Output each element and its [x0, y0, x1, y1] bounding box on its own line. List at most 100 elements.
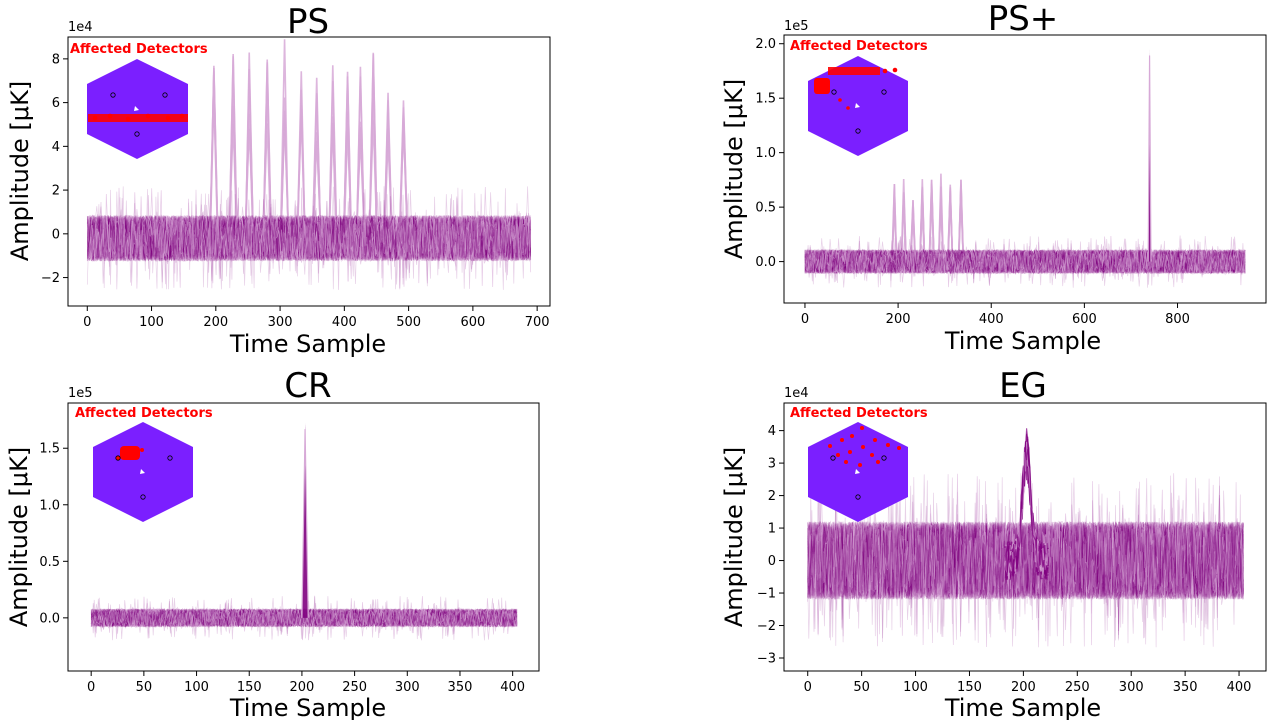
x-tick-label: 400 — [1227, 680, 1252, 695]
affected-detectors — [828, 426, 901, 467]
x-tick-label: 700 — [525, 315, 550, 330]
x-tick-label: 400 — [979, 312, 1004, 327]
x-tick-label: 250 — [1065, 680, 1090, 695]
series-line — [804, 249, 1246, 277]
x-tick-label: 150 — [957, 680, 982, 695]
series-line — [807, 485, 1244, 644]
inset-label: Affected Detectors — [790, 406, 928, 421]
inset-label: Affected Detectors — [75, 406, 213, 421]
x-tick-label: 100 — [903, 680, 928, 695]
y-tick-label: 0.5 — [755, 201, 776, 216]
y-tick-label: −2 — [41, 271, 60, 286]
x-tick-label: 150 — [237, 680, 262, 695]
x-tick-label: 0 — [83, 315, 91, 330]
x-tick-label: 800 — [1165, 312, 1190, 327]
series-line — [86, 189, 532, 261]
y-axis-label: Amplitude [μK] — [720, 79, 748, 259]
series-line — [87, 187, 532, 282]
chart-eg: EG 1e4 0 50 100 150 200 250 300 350 400 −3 −2 −1 0 1… — [720, 366, 1267, 720]
x-axis: 0 50 100 150 200 250 300 350 400 — [87, 671, 525, 695]
event-spike — [301, 423, 309, 618]
series-line — [86, 214, 532, 290]
series-line — [807, 510, 1244, 600]
y-tick-label: 2 — [768, 489, 776, 504]
affected-detectors — [115, 446, 144, 461]
x-axis: 0 200 400 600 800 — [801, 303, 1190, 327]
inset-label: Affected Detectors — [790, 39, 928, 54]
y-tick-label: 1.5 — [39, 442, 60, 457]
x-tick-label: 50 — [136, 680, 153, 695]
plot-area — [804, 49, 1246, 288]
series-line — [807, 480, 1244, 646]
center-marker — [855, 469, 860, 474]
event-spike-outline — [301, 429, 309, 618]
reference-marker — [134, 131, 140, 137]
series-line — [807, 473, 1244, 637]
x-tick-label: 200 — [1011, 680, 1036, 695]
series-line — [90, 602, 517, 639]
x-tick-label: 200 — [203, 315, 228, 330]
y-tick-label: 1.0 — [39, 498, 60, 513]
chart-title: PS+ — [988, 0, 1059, 39]
reference-marker — [115, 455, 121, 461]
chart-title: PS — [287, 2, 329, 42]
center-marker — [134, 106, 139, 111]
x-tick-label: 350 — [1173, 680, 1198, 695]
series-line — [86, 209, 532, 262]
series-line — [86, 215, 532, 289]
y-offset-text: 1e5 — [784, 19, 809, 34]
series-line — [90, 608, 518, 635]
reference-marker — [855, 128, 861, 134]
x-axis: 0 50 100 150 200 250 300 350 400 — [804, 671, 1252, 695]
series-line — [807, 483, 1244, 607]
x-tick-label: 0 — [801, 312, 809, 327]
series-line — [804, 248, 1246, 280]
series-line — [90, 607, 518, 629]
x-tick-label: 100 — [184, 680, 209, 695]
x-axis-label: Time Sample — [944, 694, 1101, 720]
reference-marker — [881, 89, 887, 95]
event-bump — [1004, 441, 1049, 577]
event-bump — [1004, 445, 1049, 581]
y-axis-label: Amplitude [μK] — [5, 447, 33, 627]
reference-marker — [881, 455, 887, 461]
y-tick-label: 0.5 — [39, 555, 60, 570]
series-line — [804, 240, 1246, 275]
chart-cr: CR 1e5 0 50 100 150 200 250 300 350 400 0.0 0.5 1.… — [5, 366, 540, 720]
inset-detector-map: Affected Detectors — [790, 39, 928, 156]
center-marker — [140, 469, 145, 474]
y-offset-text: 1e5 — [68, 386, 93, 401]
x-tick-label: 200 — [290, 680, 315, 695]
y-tick-label: 1.5 — [755, 92, 776, 107]
x-tick-label: 100 — [139, 315, 164, 330]
series-line — [90, 607, 518, 640]
center-marker — [855, 103, 860, 108]
x-axis-label: Time Sample — [229, 330, 386, 358]
y-tick-label: 3 — [768, 457, 776, 472]
y-tick-label: 0.0 — [39, 611, 60, 626]
y-axis: 0.0 0.5 1.0 1.5 2.0 — [755, 37, 784, 270]
y-axis: −2 0 2 4 6 8 — [41, 52, 68, 286]
x-tick-label: 400 — [332, 315, 357, 330]
y-tick-label: 2 — [52, 184, 60, 199]
series-line — [807, 494, 1244, 606]
y-offset-text: 1e4 — [784, 386, 809, 401]
chart-title: CR — [284, 366, 331, 406]
y-tick-label: 1.0 — [755, 146, 776, 161]
x-tick-label: 0 — [804, 680, 812, 695]
reference-marker — [855, 494, 861, 500]
chart-ps-plus: PS+ 1e5 0 200 400 600 800 0.0 0.5 1.0 1.5 2.0 Ti… — [720, 0, 1267, 355]
chart-ps: PS 1e4 0 100 200 300 400 500 600 700 −2 0 2 4 6 8 Ti… — [6, 2, 551, 358]
x-tick-label: 250 — [342, 680, 367, 695]
inset-detector-map: Affected Detectors — [790, 406, 928, 522]
y-tick-label: 4 — [52, 140, 60, 155]
affected-detectors — [814, 67, 898, 110]
series-line — [807, 521, 1244, 606]
series-line — [804, 236, 1246, 278]
x-axis: 0 100 200 300 400 500 600 700 — [83, 306, 550, 330]
y-axis-label: Amplitude [μK] — [720, 447, 748, 627]
reference-marker — [830, 455, 836, 461]
series-line — [807, 511, 1244, 647]
x-tick-label: 600 — [460, 315, 485, 330]
